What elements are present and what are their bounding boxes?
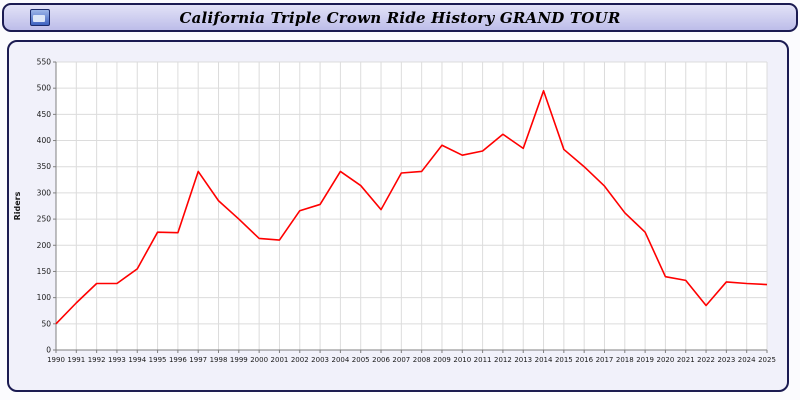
svg-text:150: 150: [37, 267, 52, 276]
svg-text:2005: 2005: [352, 356, 370, 364]
svg-text:2023: 2023: [717, 356, 735, 364]
svg-text:1990: 1990: [47, 356, 65, 364]
svg-text:50: 50: [41, 319, 51, 328]
svg-text:2013: 2013: [514, 356, 532, 364]
svg-text:100: 100: [37, 293, 52, 302]
svg-text:550: 550: [37, 58, 52, 67]
svg-text:2019: 2019: [636, 356, 654, 364]
svg-text:2017: 2017: [596, 356, 614, 364]
svg-text:2003: 2003: [311, 356, 329, 364]
svg-text:1999: 1999: [230, 356, 248, 364]
title-bar: California Triple Crown Ride History GRA…: [2, 3, 798, 32]
svg-text:2006: 2006: [372, 356, 390, 364]
svg-text:300: 300: [37, 188, 52, 197]
svg-text:450: 450: [37, 110, 52, 119]
svg-text:2007: 2007: [392, 356, 410, 364]
svg-text:2004: 2004: [331, 356, 349, 364]
y-axis-label: Riders: [13, 191, 22, 220]
svg-text:1991: 1991: [67, 356, 85, 364]
svg-text:2002: 2002: [291, 356, 309, 364]
svg-text:2018: 2018: [616, 356, 634, 364]
svg-text:400: 400: [37, 136, 52, 145]
svg-text:1994: 1994: [128, 356, 146, 364]
svg-text:0: 0: [46, 346, 51, 355]
svg-text:2014: 2014: [535, 356, 553, 364]
svg-text:2021: 2021: [677, 356, 695, 364]
svg-text:2024: 2024: [738, 356, 756, 364]
svg-text:1993: 1993: [108, 356, 126, 364]
svg-text:350: 350: [37, 162, 52, 171]
svg-text:1992: 1992: [88, 356, 106, 364]
riders-series-line: [55, 89, 768, 325]
svg-text:2012: 2012: [494, 356, 512, 364]
svg-text:2001: 2001: [271, 356, 289, 364]
axes: [55, 62, 767, 351]
svg-text:2008: 2008: [413, 356, 431, 364]
svg-text:2015: 2015: [555, 356, 573, 364]
plot-area: [56, 62, 767, 350]
svg-text:200: 200: [37, 241, 52, 250]
svg-text:2020: 2020: [657, 356, 675, 364]
svg-text:1995: 1995: [149, 356, 167, 364]
svg-text:2011: 2011: [474, 356, 492, 364]
svg-text:250: 250: [37, 215, 52, 224]
svg-text:2016: 2016: [575, 356, 593, 364]
svg-text:2000: 2000: [250, 356, 268, 364]
svg-text:2025: 2025: [758, 356, 776, 364]
svg-text:2022: 2022: [697, 356, 715, 364]
svg-text:1996: 1996: [169, 356, 187, 364]
chart-panel: 0 50 100 150 200 250 300 350 400 450 500 550 1990 199…: [7, 40, 789, 392]
tick-marks: [53, 61, 768, 353]
svg-text:1997: 1997: [189, 356, 207, 364]
svg-text:2009: 2009: [433, 356, 451, 364]
svg-text:1998: 1998: [210, 356, 228, 364]
svg-text:500: 500: [37, 84, 52, 93]
chart-window-icon: [30, 9, 50, 26]
svg-text:2010: 2010: [453, 356, 471, 364]
chart-title: California Triple Crown Ride History GRA…: [179, 8, 621, 27]
